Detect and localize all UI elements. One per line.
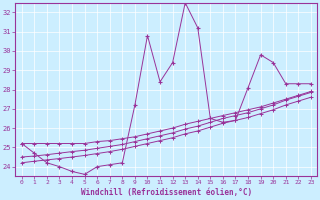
X-axis label: Windchill (Refroidissement éolien,°C): Windchill (Refroidissement éolien,°C)	[81, 188, 252, 197]
